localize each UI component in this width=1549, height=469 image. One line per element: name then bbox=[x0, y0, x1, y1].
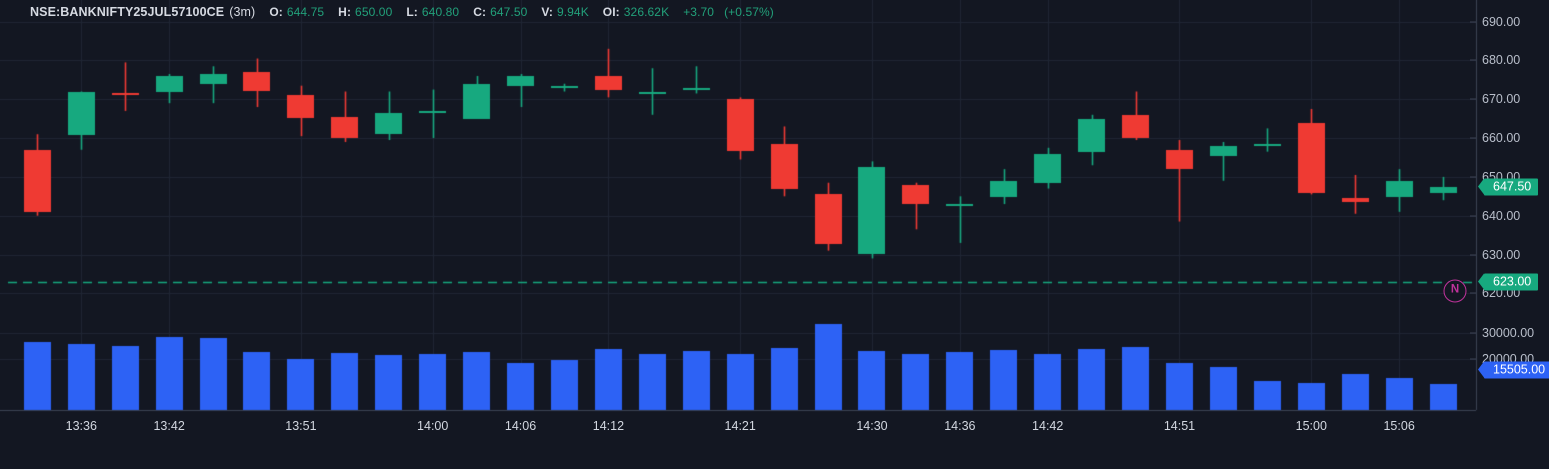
price-tick-label: 690.00 bbox=[1482, 14, 1521, 29]
price-tick-mark bbox=[1470, 98, 1476, 100]
ohlc-open: O: 644.75 bbox=[269, 5, 324, 19]
volume-badge-value: 15505.00 bbox=[1493, 362, 1546, 377]
price-tick-label: 640.00 bbox=[1482, 208, 1521, 223]
price-tick-mark bbox=[1470, 176, 1476, 178]
change-value: +3.70 bbox=[683, 5, 715, 19]
time-tick-label: 15:06 bbox=[1383, 419, 1415, 433]
price-tick-label: 680.00 bbox=[1482, 53, 1521, 68]
open-label: O: bbox=[269, 5, 283, 19]
chart-interval[interactable]: (3m) bbox=[229, 5, 256, 19]
volume-label: V: bbox=[541, 5, 553, 19]
time-tick-label: 14:42 bbox=[1032, 419, 1064, 433]
high-value: 650.00 bbox=[355, 5, 393, 19]
alert-price-value: 623.00 bbox=[1493, 274, 1532, 289]
volume-value: 9.94K bbox=[556, 5, 589, 19]
volume-tick-mark bbox=[1470, 332, 1476, 334]
oi-label: OI: bbox=[602, 5, 620, 19]
price-tick-label: 660.00 bbox=[1482, 131, 1521, 146]
time-tick-label: 14:00 bbox=[417, 419, 449, 433]
price-tick-mark bbox=[1470, 254, 1476, 256]
time-tick-label: 14:30 bbox=[856, 419, 888, 433]
price-tick-mark bbox=[1470, 137, 1476, 139]
price-tick-label: 630.00 bbox=[1482, 247, 1521, 262]
current-price-value: 647.50 bbox=[1493, 179, 1532, 194]
close-label: C: bbox=[473, 5, 487, 19]
high-label: H: bbox=[338, 5, 352, 19]
price-tick-label: 620.00 bbox=[1482, 286, 1521, 301]
time-tick-label: 14:21 bbox=[724, 419, 756, 433]
close-value: 647.50 bbox=[490, 5, 528, 19]
time-tick-label: 14:12 bbox=[592, 419, 625, 433]
price-tick-label: 670.00 bbox=[1482, 92, 1521, 107]
ohlc-high: H: 650.00 bbox=[338, 5, 392, 19]
note-marker-icon[interactable]: N bbox=[1443, 279, 1467, 303]
time-axis[interactable]: 13:36 13:42 13:51 14:00 14:06 14:12 14:21 14:30… bbox=[0, 410, 1476, 469]
symbol-name[interactable]: NSE:BANKNIFTY25JUL57100CE bbox=[30, 5, 225, 19]
volume-tick-mark bbox=[1470, 358, 1476, 360]
volume-value-badge[interactable]: 15505.00 bbox=[1477, 361, 1549, 379]
ohlc-close: C: 647.50 bbox=[473, 5, 527, 19]
time-tick-label: 13:36 bbox=[65, 419, 97, 433]
price-tick-mark bbox=[1470, 59, 1476, 61]
price-tick-mark bbox=[1470, 292, 1476, 294]
price-tick-mark bbox=[1470, 21, 1476, 23]
symbol-legend[interactable]: NSE:BANKNIFTY25JUL57100CE (3m) O: 644.75… bbox=[30, 4, 774, 20]
volume-stat: V: 9.94K bbox=[541, 5, 588, 19]
time-tick-label: 15:00 bbox=[1295, 419, 1327, 433]
time-tick-label: 14:06 bbox=[504, 419, 537, 433]
time-tick-label: 14:51 bbox=[1163, 419, 1196, 433]
time-tick-label: 13:42 bbox=[153, 419, 185, 433]
open-interest-stat: OI: 326.62K bbox=[603, 5, 669, 19]
low-label: L: bbox=[406, 5, 418, 19]
open-value: 644.75 bbox=[286, 5, 325, 19]
low-value: 640.80 bbox=[421, 5, 460, 19]
change-percent: (+0.57%) bbox=[724, 5, 774, 19]
price-tick-mark bbox=[1470, 215, 1476, 217]
price-axis[interactable]: 690.00 680.00 670.00 660.00 650.00 640.00 630.… bbox=[1470, 0, 1549, 410]
note-marker-letter: N bbox=[1450, 283, 1460, 296]
volume-tick-label: 30000.00 bbox=[1482, 326, 1535, 341]
time-tick-label: 13:51 bbox=[285, 419, 317, 433]
time-tick-label: 14:36 bbox=[944, 419, 976, 433]
oi-value: 326.62K bbox=[623, 5, 670, 19]
current-price-badge[interactable]: 647.50 bbox=[1477, 178, 1539, 196]
alert-price-badge[interactable]: 623.00 bbox=[1477, 273, 1539, 291]
ohlc-low: L: 640.80 bbox=[406, 5, 459, 19]
